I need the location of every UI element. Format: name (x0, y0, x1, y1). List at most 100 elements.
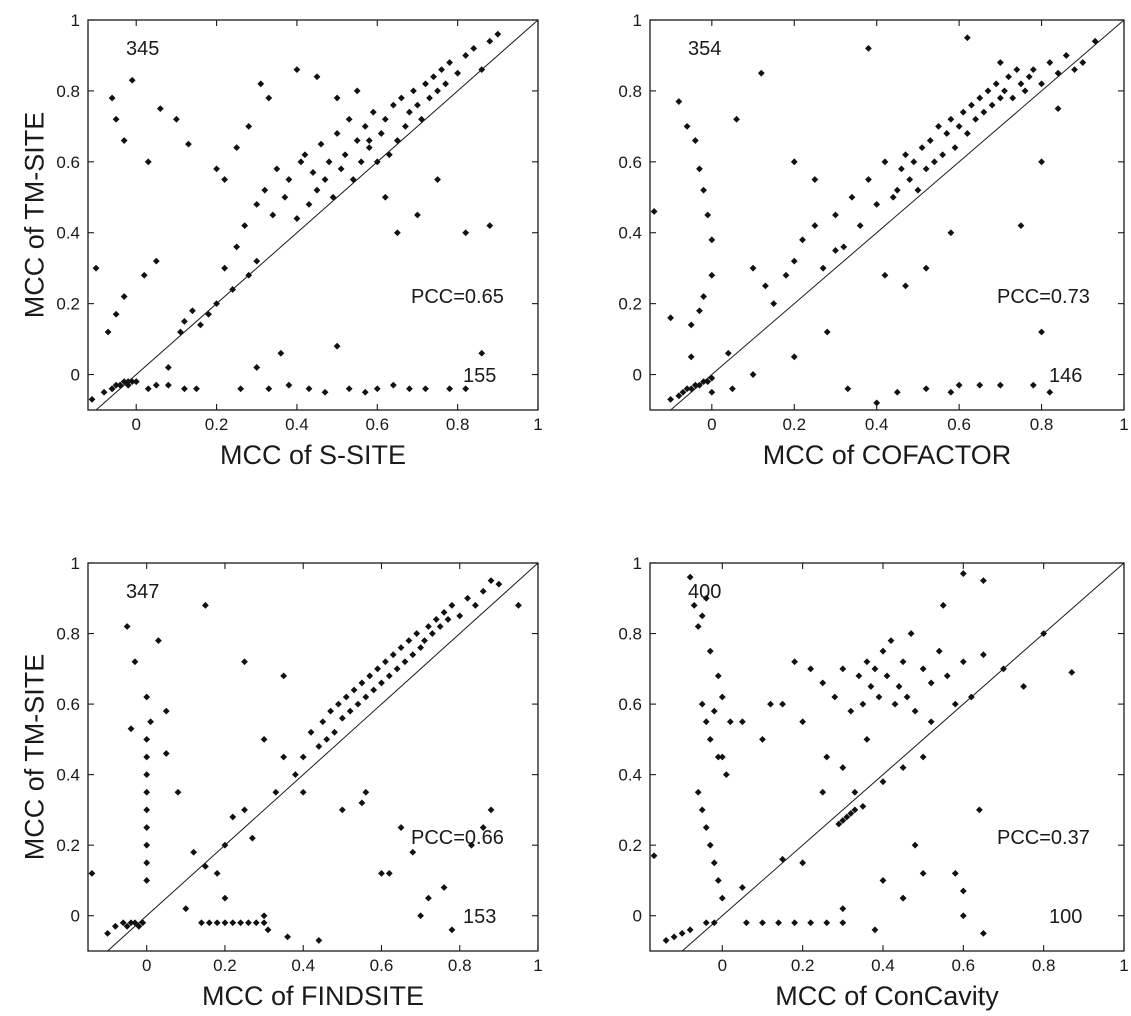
data-point (698, 700, 706, 708)
data-point (963, 34, 971, 42)
data-point (127, 725, 135, 733)
data-point (422, 385, 429, 393)
x-tick-label: 0.6 (365, 415, 389, 434)
data-point (1038, 158, 1045, 166)
data-point (1091, 37, 1099, 45)
data-point (959, 658, 967, 666)
data-point (438, 66, 445, 74)
data-point (848, 193, 856, 201)
data-point (988, 101, 996, 109)
x-tick-label: 0.6 (952, 956, 976, 975)
data-point (301, 151, 309, 159)
y-tick-label: 0 (71, 366, 80, 385)
data-point (683, 385, 691, 393)
data-point (265, 385, 273, 393)
data-point (229, 813, 237, 821)
data-point (414, 211, 421, 219)
x-tick-label: 0.2 (213, 956, 237, 975)
data-point (131, 919, 139, 927)
data-point (425, 894, 432, 902)
data-point (471, 601, 479, 609)
data-point (470, 44, 478, 52)
data-point (241, 658, 248, 666)
data-point (759, 735, 766, 743)
data-point (272, 788, 280, 796)
data-point (1046, 388, 1054, 396)
data-point (879, 778, 887, 786)
data-point (891, 700, 899, 708)
data-point (922, 385, 930, 393)
data-point (943, 130, 951, 137)
data-point (902, 282, 909, 290)
data-point (260, 912, 268, 920)
data-point (201, 601, 209, 609)
data-point (341, 151, 349, 159)
data-point (790, 257, 798, 265)
data-point (397, 824, 405, 831)
data-point (448, 926, 456, 934)
data-point (704, 211, 712, 219)
data-point (708, 236, 716, 244)
data-point (851, 806, 859, 814)
data-point (197, 321, 204, 329)
data-point (967, 693, 975, 701)
data-point (253, 364, 261, 371)
data-point (434, 176, 441, 183)
y-tick-label: 1 (633, 11, 642, 30)
data-point (405, 637, 413, 644)
data-point (895, 683, 903, 690)
data-point (462, 385, 470, 393)
data-point (245, 271, 253, 279)
data-point (779, 855, 786, 863)
data-point (124, 378, 132, 386)
data-point (353, 137, 361, 144)
data-point (393, 665, 401, 673)
y-tick-label: 0.6 (56, 153, 80, 172)
data-point (690, 601, 698, 609)
data-point (718, 894, 726, 902)
data-point (410, 87, 417, 95)
data-point (120, 293, 128, 300)
data-point (349, 176, 357, 183)
data-point (691, 137, 699, 144)
data-point (959, 912, 967, 920)
data-point (182, 905, 190, 913)
data-point (955, 381, 963, 389)
data-point (919, 870, 927, 877)
data-point (327, 707, 335, 715)
data-point (947, 229, 955, 237)
data-point (839, 919, 847, 927)
data-point (417, 644, 425, 652)
data-point (164, 381, 172, 389)
data-point (285, 381, 293, 389)
data-point (245, 122, 253, 130)
data-point (307, 728, 315, 736)
data-point (926, 137, 934, 144)
data-point (152, 257, 160, 265)
data-point (1054, 69, 1062, 77)
data-point (1071, 66, 1078, 74)
y-tick-label: 0.8 (618, 625, 642, 644)
data-point (968, 101, 975, 109)
data-point (935, 122, 942, 130)
data-point (221, 894, 229, 902)
data-point (847, 810, 855, 817)
data-point (321, 388, 329, 396)
data-point (702, 824, 710, 831)
data-point (906, 176, 914, 183)
data-point (893, 186, 901, 194)
data-point (823, 919, 831, 927)
data-point (162, 750, 170, 757)
data-point (143, 788, 151, 796)
data-point (409, 848, 417, 856)
data-point (414, 101, 421, 109)
data-point (221, 264, 229, 272)
data-point (156, 105, 164, 113)
data-point (143, 753, 151, 761)
data-point (996, 59, 1004, 66)
data-point (440, 884, 448, 891)
data-point (947, 388, 955, 396)
data-point (700, 378, 707, 386)
data-point (345, 385, 353, 393)
data-point (947, 115, 955, 123)
